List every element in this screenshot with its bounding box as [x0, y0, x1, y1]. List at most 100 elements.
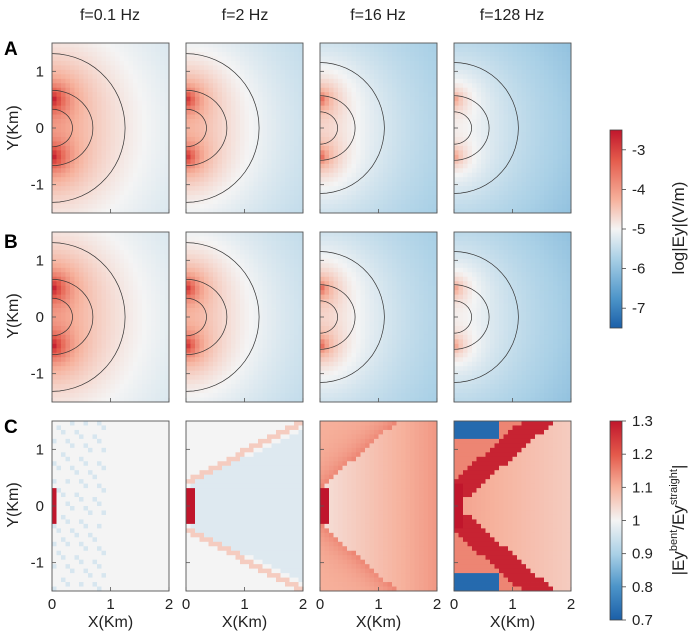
- heatmap-cell: [208, 51, 214, 57]
- heatmap-cell: [476, 105, 482, 111]
- heatmap-cell: [124, 375, 129, 381]
- heatmap-cell: [65, 361, 71, 367]
- heatmap-cell: [517, 186, 522, 192]
- heatmap-cell: [97, 190, 102, 196]
- heatmap-cell: [119, 245, 125, 251]
- heatmap-cell: [124, 393, 129, 398]
- heatmap-cell: [92, 258, 98, 264]
- heatmap-cell: [186, 141, 191, 147]
- heatmap-cell: [155, 43, 161, 48]
- heatmap-cell: [142, 87, 147, 93]
- heatmap-cell: [226, 136, 232, 142]
- heatmap-cell: [428, 141, 433, 147]
- heatmap-cell: [401, 163, 406, 169]
- heatmap-cell: [383, 119, 388, 124]
- heatmap-cell: [164, 51, 170, 57]
- heatmap-cell: [338, 110, 343, 115]
- heatmap-cell: [410, 74, 415, 80]
- heatmap-cell: [508, 105, 513, 111]
- heatmap-cell: [92, 78, 98, 84]
- heatmap-cell: [65, 47, 71, 53]
- heatmap-cell: [298, 177, 304, 183]
- heatmap-cell: [115, 375, 120, 381]
- heatmap-cell: [65, 321, 71, 327]
- heatmap-cell: [56, 47, 62, 53]
- heatmap-cell: [253, 56, 259, 62]
- heatmap-cell: [195, 190, 200, 196]
- heatmap-cell: [119, 65, 125, 71]
- heatmap-cell: [467, 208, 473, 214]
- heatmap-cell: [115, 177, 120, 183]
- heatmap-cell: [208, 87, 214, 93]
- heatmap-cell: [396, 163, 402, 169]
- heatmap-cell: [204, 56, 209, 62]
- heatmap-cell: [414, 186, 420, 192]
- heatmap-cell: [137, 186, 143, 192]
- heatmap-cell: [562, 163, 567, 169]
- heatmap-cell: [92, 69, 98, 75]
- heatmap-cell: [79, 370, 84, 376]
- heatmap-cell: [124, 105, 129, 111]
- heatmap-cell: [124, 172, 129, 178]
- heatmap-cell: [419, 186, 424, 192]
- heatmap-cell: [535, 141, 540, 147]
- heatmap-cell: [369, 47, 375, 53]
- heatmap-cell: [164, 370, 170, 376]
- heatmap-cell: [110, 290, 116, 296]
- heatmap-cell: [155, 199, 161, 205]
- heatmap-cell: [374, 74, 379, 80]
- y-tick-label: -1: [31, 177, 44, 194]
- heatmap-cell: [146, 232, 152, 237]
- heatmap-cell: [374, 145, 379, 151]
- heatmap-cell: [276, 43, 281, 48]
- heatmap-cell: [499, 119, 504, 124]
- row-label-c: C: [4, 417, 18, 438]
- heatmap-cell: [467, 186, 473, 192]
- heatmap-cell: [566, 195, 572, 200]
- heatmap-cell: [271, 150, 277, 156]
- heatmap-cell: [133, 78, 138, 84]
- heatmap-cell: [106, 285, 111, 291]
- heatmap-cell: [508, 145, 513, 151]
- heatmap-cell: [151, 96, 156, 102]
- heatmap-cell: [74, 348, 80, 354]
- heatmap-cell: [553, 208, 558, 214]
- heatmap-cell: [240, 208, 245, 214]
- heatmap-cell: [557, 60, 563, 66]
- heatmap-cell: [88, 69, 93, 75]
- heatmap-cell: [186, 181, 191, 187]
- heatmap-cell: [333, 190, 339, 196]
- heatmap-cell: [360, 190, 366, 196]
- heatmap-cell: [258, 181, 263, 187]
- heatmap-cell: [110, 132, 116, 138]
- heatmap-cell: [160, 204, 165, 209]
- heatmap-cell: [481, 92, 486, 98]
- heatmap-cell: [146, 388, 152, 394]
- heatmap-cell: [52, 60, 57, 66]
- heatmap-cell: [160, 195, 165, 200]
- heatmap-cell: [101, 47, 107, 53]
- heatmap-cell: [267, 69, 272, 75]
- heatmap-cell: [151, 172, 156, 178]
- heatmap-cell: [137, 325, 143, 331]
- heatmap-cell: [204, 186, 209, 192]
- heatmap-cell: [521, 181, 527, 187]
- panel-b-0: 10-1: [31, 231, 170, 403]
- heatmap-cell: [387, 83, 393, 89]
- heatmap-cell: [65, 232, 71, 237]
- heatmap-cell: [92, 357, 98, 363]
- heatmap-cell: [401, 69, 406, 75]
- heatmap-cell: [128, 56, 134, 62]
- heatmap-cell: [351, 43, 357, 48]
- heatmap-cell: [494, 159, 500, 165]
- heatmap-cell: [405, 195, 411, 200]
- heatmap-cell: [213, 195, 218, 200]
- heatmap-cell: [526, 92, 531, 98]
- heatmap-cell: [115, 272, 120, 278]
- heatmap-cell: [392, 96, 397, 102]
- heatmap-cell: [244, 65, 250, 71]
- heatmap-cell: [369, 172, 375, 178]
- heatmap-cell: [423, 92, 429, 98]
- heatmap-cell: [383, 145, 388, 151]
- heatmap-cell: [208, 83, 214, 89]
